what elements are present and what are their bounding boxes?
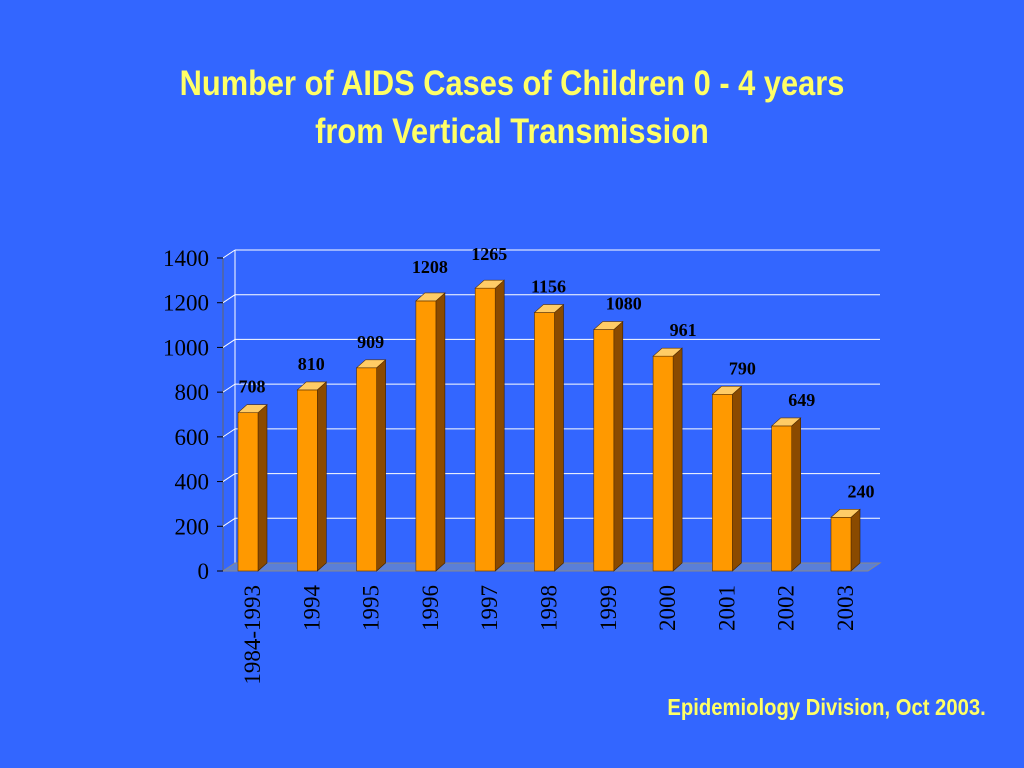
y-axis: 0 200 400 600 800 1000 1200 1400 <box>163 246 223 584</box>
data-label: 649 <box>788 390 815 410</box>
bar-top <box>355 359 387 369</box>
x-tick-label: 2003 <box>833 585 858 631</box>
gridline-diagonal <box>222 473 236 482</box>
chart-title: Number of AIDS Cases of Children 0 - 4 y… <box>61 60 962 156</box>
bar-front <box>237 412 259 572</box>
data-label: 1208 <box>412 257 448 277</box>
bar-front <box>474 287 496 572</box>
data-label: 961 <box>670 320 697 340</box>
bar-top <box>652 347 683 357</box>
bar-front <box>593 329 615 572</box>
data-label: 909 <box>357 332 384 352</box>
bar <box>237 404 268 572</box>
data-label: 790 <box>729 358 756 378</box>
x-tick-label: 1996 <box>418 585 443 631</box>
bar-top <box>415 292 446 302</box>
y-tick-label: 1200 <box>163 291 209 316</box>
bar-side <box>672 347 683 572</box>
x-tick-label: 1999 <box>596 585 621 631</box>
bar-side <box>435 292 446 572</box>
gridline-diagonal <box>222 428 236 438</box>
x-tick-label: 2002 <box>774 585 799 631</box>
bar <box>652 347 683 572</box>
bar-top <box>237 404 268 414</box>
bar-top <box>711 386 743 395</box>
data-label: 1265 <box>471 244 507 264</box>
y-tick-label: 1400 <box>163 246 209 271</box>
bar-top <box>830 509 861 518</box>
bar-side <box>257 404 268 572</box>
bar-side <box>494 279 505 572</box>
x-axis: 1984-1993 1994 1995 1996 1997 1998 1999 2000 200… <box>240 585 858 685</box>
gridline-diagonal <box>222 517 236 527</box>
bars <box>237 279 861 572</box>
bar-side <box>613 320 624 572</box>
y-tick-label: 1000 <box>163 335 209 360</box>
gridline-diagonal <box>222 339 236 348</box>
bar <box>533 303 565 572</box>
bar-side <box>554 303 564 572</box>
y-tick-label: 600 <box>175 425 210 450</box>
bar-front <box>534 312 555 572</box>
gridline-diagonal <box>222 294 236 304</box>
chart-title-line-2: from Vertical Transmission <box>315 112 709 151</box>
bar-side <box>316 381 327 572</box>
bar-top <box>770 417 802 427</box>
bar-front <box>652 355 674 572</box>
x-tick-label: 1997 <box>477 585 502 631</box>
bar-top <box>296 381 328 391</box>
bar-front <box>296 389 318 572</box>
bar-top <box>593 321 624 330</box>
y-tick-label: 0 <box>198 559 210 584</box>
bar <box>474 279 505 572</box>
y-tick-label: 200 <box>175 514 210 539</box>
bar-side <box>732 385 742 572</box>
source-note: Epidemiology Division, Oct 2003. <box>667 694 986 720</box>
x-tick-label: 1998 <box>537 585 562 631</box>
y-tick-label: 800 <box>175 380 210 405</box>
data-label: 708 <box>239 377 266 397</box>
data-label: 1156 <box>531 277 566 297</box>
bar-front <box>356 367 377 572</box>
x-tick-label: 2001 <box>714 585 739 631</box>
data-label: 1080 <box>606 294 642 314</box>
x-tick-label: 1984-1993 <box>240 585 265 685</box>
x-tick-label: 1994 <box>299 585 324 632</box>
data-label: 810 <box>298 354 325 374</box>
y-tick-label: 400 <box>175 470 210 495</box>
bar-side <box>850 508 861 572</box>
bar-top <box>474 279 505 289</box>
gridline-diagonal <box>222 249 236 259</box>
data-labels: 708 810 909 1208 1265 1156 1080 961 790 649 240 <box>239 244 875 501</box>
bar <box>415 292 446 572</box>
bar-front <box>830 517 852 572</box>
bar-front <box>712 394 733 572</box>
bar <box>711 385 743 572</box>
bar <box>355 359 387 572</box>
chart-title-line-1: Number of AIDS Cases of Children 0 - 4 y… <box>179 64 845 103</box>
bar <box>770 417 802 572</box>
bar <box>593 320 624 572</box>
bar-front <box>771 425 793 572</box>
bar-side <box>791 417 802 572</box>
x-tick-label: 2000 <box>655 585 680 631</box>
bar-top <box>533 304 565 313</box>
bar-side <box>376 359 386 572</box>
bar <box>830 508 861 572</box>
gridline-diagonal <box>222 383 236 393</box>
bar <box>296 381 328 572</box>
bar-front <box>415 300 437 572</box>
data-label: 240 <box>848 481 875 501</box>
x-tick-label: 1995 <box>359 585 384 631</box>
